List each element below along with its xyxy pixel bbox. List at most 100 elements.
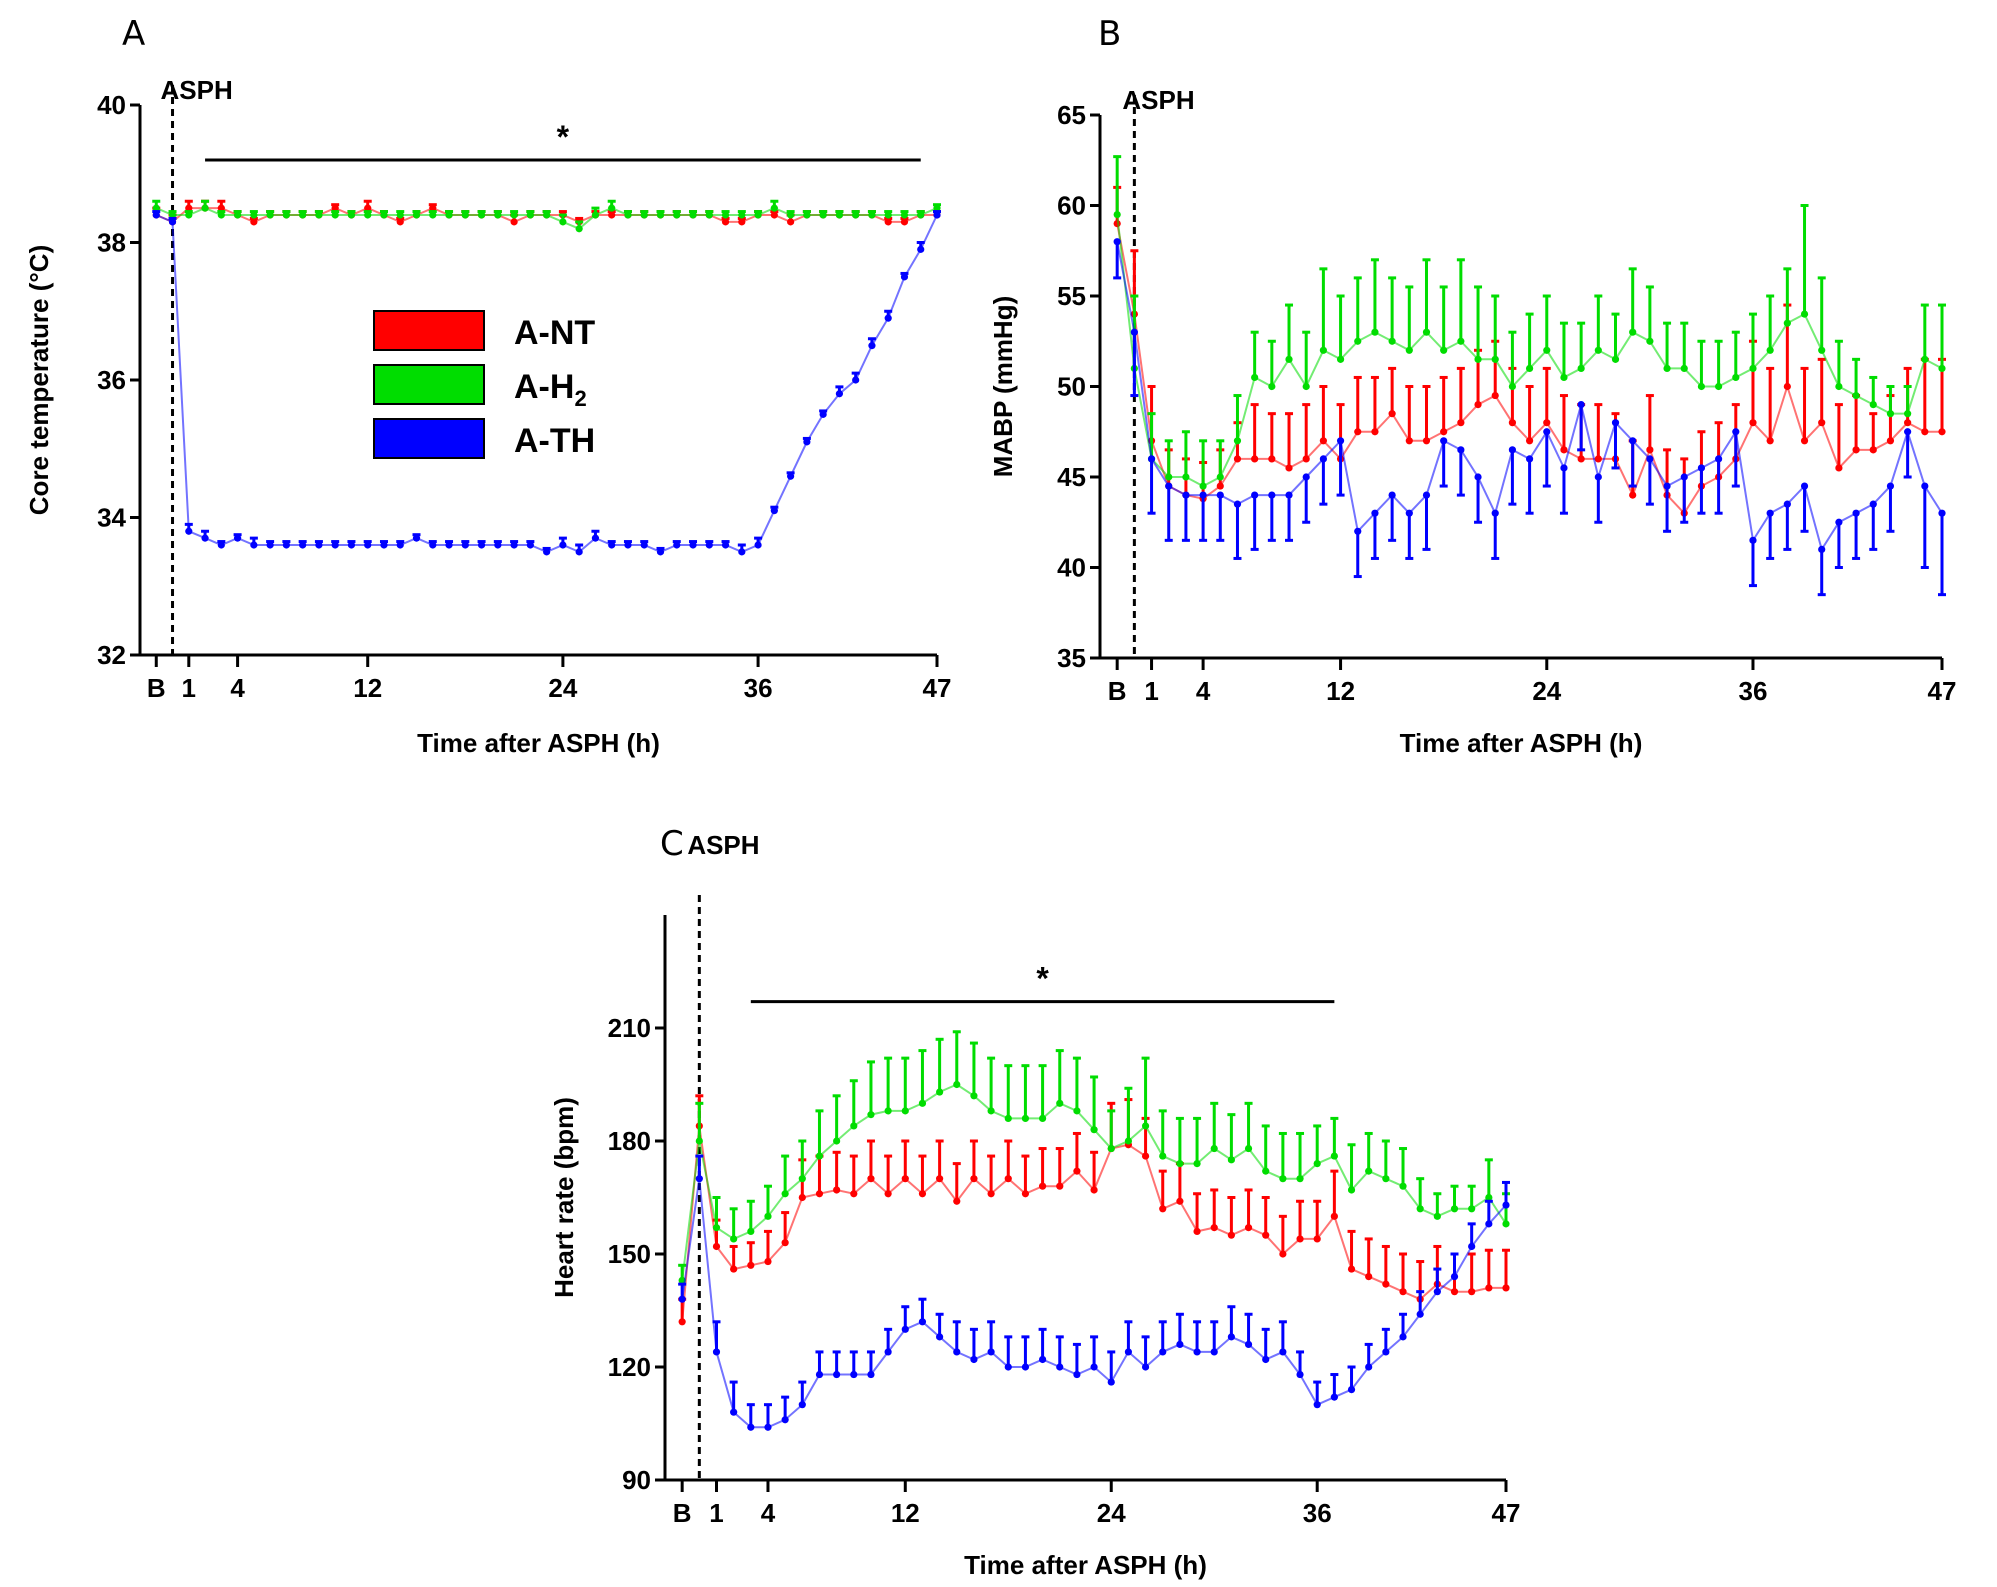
- chart-b-x-tick-label: 12: [1326, 676, 1355, 706]
- chart-a-a-nt-point: [608, 211, 616, 219]
- chart-a-a-h2-point: [624, 211, 632, 219]
- chart-b-x-tick-label: 47: [1928, 676, 1957, 706]
- chart-b-a-th-point: [1474, 473, 1482, 481]
- chart-b-a-nt-point: [1835, 464, 1843, 472]
- chart-c-a-nt-point: [1227, 1231, 1235, 1239]
- chart-b-a-th-point: [1766, 509, 1774, 517]
- chart-a-a-h2-point: [559, 218, 567, 226]
- chart-c-a-th-point: [1296, 1370, 1304, 1379]
- chart-b-a-th-point: [1732, 428, 1740, 436]
- chart-c-a-nt-point: [1004, 1175, 1012, 1183]
- chart-c-a-nt-point: [953, 1197, 961, 1205]
- chart-b-x-axis-title: Time after ASPH (h): [1400, 728, 1643, 758]
- chart-c-a-th-point: [1056, 1363, 1064, 1371]
- chart-b-a-h2-point: [1749, 364, 1757, 372]
- chart-c-a-nt-point: [1399, 1288, 1407, 1296]
- chart-c-a-h2-point: [1124, 1137, 1133, 1145]
- chart-c-a-nt-point: [1485, 1284, 1493, 1292]
- chart-c-a-nt-point: [747, 1261, 755, 1269]
- chart-b-x-tick-label: 24: [1532, 676, 1561, 706]
- chart-a-a-h2-point: [591, 211, 600, 219]
- chart-c-a-th-point: [833, 1370, 841, 1379]
- chart-b-a-th-point: [1130, 328, 1138, 336]
- chart-c-a-th-point: [953, 1348, 961, 1356]
- chart-b-a-th-point: [1680, 473, 1688, 481]
- chart-a-a-nt-point: [787, 218, 795, 226]
- chart-a-a-th-point: [900, 273, 909, 281]
- chart-b-a-th-point: [1560, 464, 1568, 472]
- chart-c-a-h2-point: [1244, 1144, 1253, 1153]
- chart-b-a-h2-point: [1388, 337, 1396, 345]
- chart-b-a-nt-point: [1577, 455, 1585, 463]
- chart-c-a-th-point: [1433, 1288, 1441, 1296]
- chart-b-a-th-point: [1800, 482, 1809, 490]
- chart-c-x-tick-label: 47: [1492, 1498, 1521, 1528]
- chart-b-a-h2-point: [1611, 355, 1620, 363]
- chart-a-a-th-point: [185, 527, 193, 535]
- chart-b-a-h2-point: [1182, 473, 1190, 481]
- chart-c-a-nt-point: [1038, 1182, 1047, 1190]
- chart-a-a-th-point: [201, 534, 209, 542]
- chart-a-a-th-point: [315, 541, 323, 549]
- chart-a-x-tick-label: 36: [744, 673, 773, 703]
- chart-c-a-th-point: [1365, 1363, 1373, 1371]
- chart-a-x-tick-label: 1: [182, 673, 196, 703]
- chart-b-a-h2-point: [1233, 437, 1242, 445]
- chart-a-a-th-point: [347, 541, 356, 549]
- chart-c-a-nt-point: [1193, 1227, 1201, 1235]
- chart-b-a-nt-point: [1766, 437, 1774, 445]
- chart-c-a-h2-point: [1485, 1193, 1493, 1202]
- chart-b-a-th-point: [1508, 446, 1517, 454]
- chart-a-a-h2-point: [526, 211, 534, 219]
- chart-c-a-h2-point: [1399, 1182, 1407, 1190]
- chart-c-a-h2-point: [1227, 1156, 1235, 1164]
- panel-letter-a: A: [122, 14, 145, 54]
- chart-a-y-axis-title: Core temperature (°C): [24, 245, 54, 515]
- chart-b-a-nt-point: [1800, 437, 1809, 445]
- chart-a-a-nt-point: [429, 204, 437, 212]
- chart-b-a-h2-point: [1302, 382, 1310, 391]
- chart-c-a-th-point: [1450, 1273, 1459, 1281]
- chart-a-a-th-point: [477, 541, 486, 549]
- chart-c-a-nt-point: [833, 1186, 841, 1194]
- chart-c-a-th-point: [1004, 1363, 1012, 1371]
- chart-a-a-h2-point: [575, 225, 583, 233]
- chart-c-x-axis-title: Time after ASPH (h): [964, 1550, 1207, 1580]
- panel-letter-c: C: [660, 824, 684, 864]
- chart-c-a-h2-point: [798, 1175, 806, 1183]
- chart-c-a-th-point: [1262, 1355, 1270, 1364]
- chart-b-a-h2-point: [1165, 473, 1173, 481]
- chart-c-a-th-point: [867, 1370, 875, 1379]
- chart-c-a-th-point: [1330, 1393, 1338, 1401]
- chart-b-a-th-point: [1886, 482, 1895, 490]
- chart-c-a-nt-point: [1330, 1212, 1338, 1220]
- chart-c-a-th-point: [1124, 1348, 1133, 1356]
- chart-c-a-nt-point: [678, 1318, 686, 1326]
- chart-a-a-h2-point: [429, 211, 437, 219]
- chart-b-a-h2-point: [1680, 364, 1688, 372]
- chart-b-a-nt-point: [1525, 437, 1534, 445]
- chart-c-a-th-point: [1021, 1363, 1030, 1371]
- legend-label-a-h2: A-H2: [514, 368, 587, 411]
- chart-a-a-th-point: [575, 548, 583, 556]
- chart-c-a-th-point: [1107, 1378, 1115, 1386]
- chart-b-a-h2-point: [1474, 355, 1482, 363]
- chart-a-a-th-point: [608, 541, 616, 549]
- chart-b-a-th-point: [1388, 491, 1396, 499]
- chart-b-a-nt-point: [1457, 419, 1465, 427]
- chart-a-a-h2-point: [185, 211, 193, 219]
- chart-c-a-h2-point: [815, 1152, 824, 1160]
- chart-c-a-h2-point: [1347, 1186, 1356, 1194]
- chart-c-a-h2-point: [1176, 1160, 1184, 1168]
- chart-a-a-h2-point: [282, 211, 290, 219]
- chart-c-a-th-point: [678, 1295, 686, 1303]
- chart-b-a-th-point: [1594, 473, 1602, 481]
- chart-c-a-nt-point: [1141, 1152, 1150, 1160]
- chart-c-a-h2-point: [1450, 1205, 1459, 1213]
- chart-c-a-h2-point: [953, 1080, 961, 1089]
- chart-a-a-h2-point: [445, 211, 453, 219]
- chart-c-a-h2-point: [1330, 1152, 1338, 1160]
- chart-c-a-nt-point: [936, 1175, 944, 1183]
- chart-c-a-nt-point: [1176, 1197, 1184, 1205]
- chart-b-a-nt-point: [1440, 428, 1448, 436]
